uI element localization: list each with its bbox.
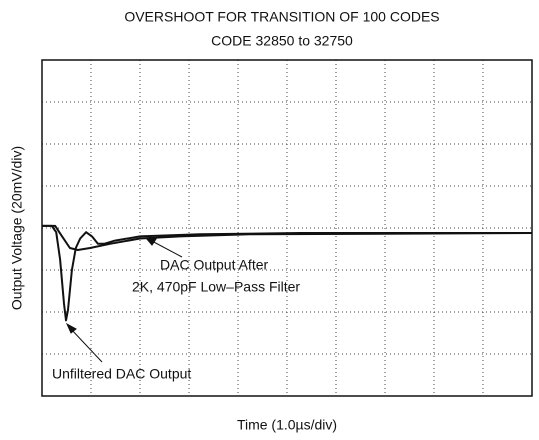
arrows	[65, 237, 183, 363]
plot-frame	[41, 59, 533, 397]
arrowhead	[65, 322, 77, 334]
annotation: 2K, 470pF Low–Pass Filter	[132, 279, 300, 295]
annotation: DAC Output After	[160, 257, 268, 273]
line-series	[42, 224, 533, 251]
y-axis-label: Output Voltage (20mV/div)	[9, 146, 25, 310]
line-series	[42, 224, 532, 322]
arrow	[149, 239, 183, 258]
arrow	[69, 327, 103, 363]
annotation: Unfiltered DAC Output	[52, 366, 191, 382]
chart-title: OVERSHOOT FOR TRANSITION OF 100 CODES	[124, 9, 439, 25]
chart-subtitle: CODE 32850 to 32750	[211, 33, 353, 49]
x-axis-label: Time (1.0µs/div)	[237, 417, 337, 433]
